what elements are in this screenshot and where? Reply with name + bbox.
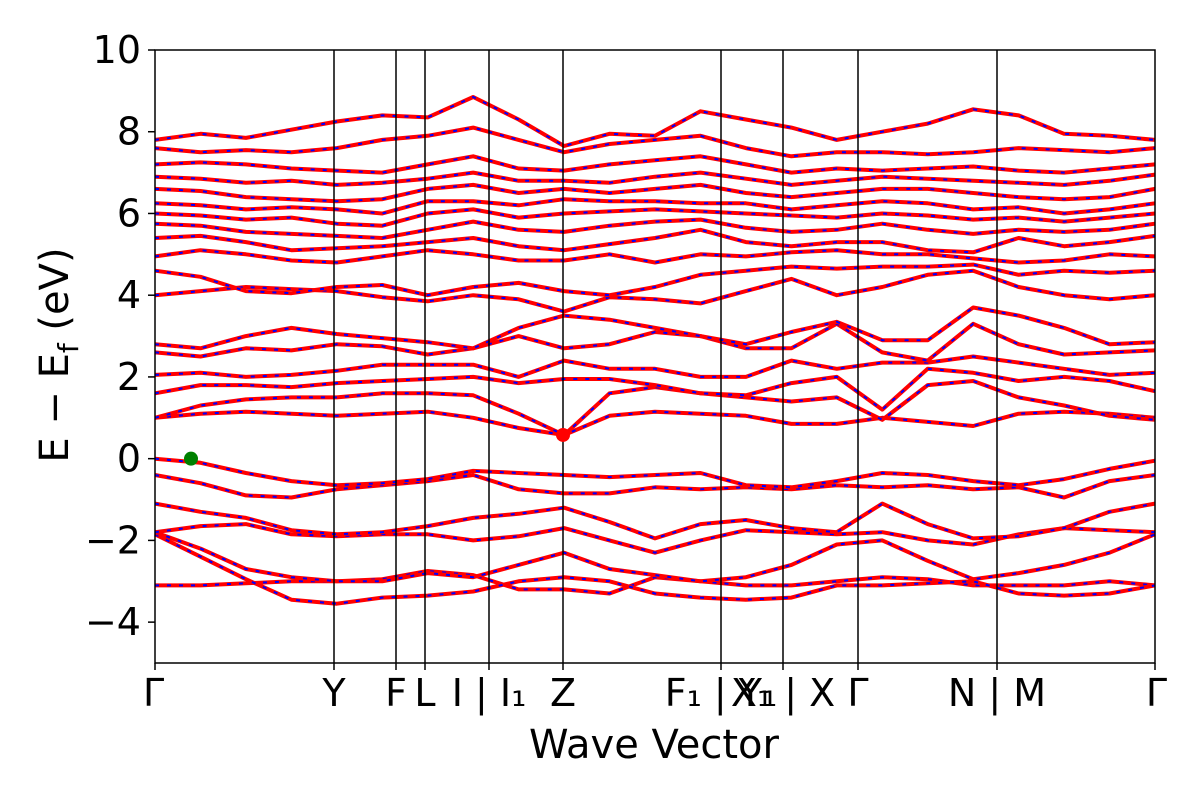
- band-line-overlay-4: [154, 502, 1156, 540]
- x-tick-label-3: L: [414, 671, 435, 715]
- x-axis-title: Wave Vector: [529, 722, 780, 768]
- y-tick-label-5: 6: [117, 191, 141, 235]
- band-line-15: [154, 248, 1156, 265]
- band-line-17: [154, 217, 1156, 240]
- y-axis-ticks: −4 −2 0 2 4 6 8 10: [85, 28, 155, 644]
- y-tick-label-4: 4: [117, 273, 141, 317]
- band-line-8: [154, 379, 1156, 437]
- y-tick-label-3: 2: [117, 355, 141, 399]
- band-line-overlay-9: [154, 367, 1156, 411]
- band-line-23: [154, 125, 1156, 159]
- band-line-overlay-14: [154, 263, 1156, 297]
- band-line-4: [154, 501, 1156, 541]
- x-tick-label-7: X₁ | X: [731, 671, 835, 716]
- band-line-2: [154, 530, 1156, 584]
- y-tick-label-0: −4: [85, 600, 141, 644]
- y-tick-label-1: −2: [85, 518, 141, 562]
- vbm-marker: [184, 451, 198, 466]
- band-line-overlay-10: [154, 355, 1156, 378]
- band-line-overlay-1: [154, 533, 1156, 605]
- cbm-marker: [556, 427, 570, 442]
- x-tick-label-9: N | M: [948, 671, 1046, 716]
- band-line-18: [154, 207, 1156, 228]
- band-line-overlay-23: [154, 126, 1156, 158]
- band-line-overlay-12: [154, 306, 1156, 350]
- y-axis-title-unit: (eV): [32, 247, 78, 343]
- band-line-10: [154, 354, 1156, 379]
- y-tick-label-2: 0: [117, 437, 141, 481]
- band-line-overlay-7: [154, 410, 1156, 437]
- y-tick-label-7: 10: [93, 28, 141, 72]
- band-line-overlay-3: [154, 523, 1156, 554]
- band-line-19: [154, 197, 1156, 216]
- x-tick-label-4: I | I₁: [452, 671, 527, 716]
- x-tick-label-2: F: [385, 671, 407, 715]
- band-line-overlay-13: [154, 269, 1156, 313]
- band-line-6: [154, 456, 1156, 490]
- x-tick-label-6: F₁ | Y₁: [665, 671, 778, 716]
- band-line-overlay-16: [154, 228, 1156, 254]
- y-axis-title: E − Ef (eV): [32, 247, 85, 462]
- x-tick-label-1: Y: [321, 671, 346, 715]
- band-line-5: [154, 473, 1156, 500]
- band-line-22: [154, 154, 1156, 175]
- x-tick-label-5: Z: [550, 671, 576, 715]
- band-line-7: [154, 409, 1156, 437]
- y-axis-title-main: E − E: [32, 353, 78, 463]
- band-line-overlay-5: [154, 473, 1156, 499]
- band-line-14: [154, 262, 1156, 298]
- high-symmetry-lines: [333, 50, 998, 663]
- band-line-overlay-22: [154, 155, 1156, 174]
- x-tick-label-10: Γ: [1146, 671, 1167, 715]
- band-line-overlay-6: [154, 457, 1156, 489]
- plot-frame: [154, 49, 1156, 664]
- band-edge-markers: [184, 427, 570, 466]
- x-tick-label-8: Γ: [847, 671, 868, 715]
- x-tick-label-0: Γ: [143, 671, 164, 715]
- bands-layer: [154, 95, 1156, 606]
- band-line-overlay-11: [154, 322, 1156, 362]
- band-line-21: [154, 170, 1156, 187]
- band-line-overlay-8: [154, 379, 1156, 437]
- band-line-20: [154, 182, 1156, 204]
- y-axis-title-subscript: f: [52, 342, 85, 353]
- band-line-overlay-24: [154, 95, 1156, 148]
- y-tick-label-6: 8: [117, 110, 141, 154]
